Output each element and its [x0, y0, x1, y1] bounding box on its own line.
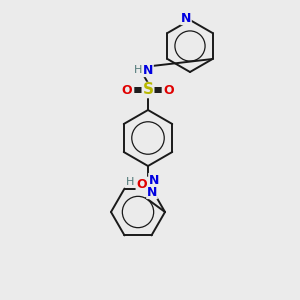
- Text: H: H: [134, 65, 142, 75]
- Text: O: O: [122, 83, 132, 97]
- Text: N: N: [147, 185, 157, 199]
- Text: N: N: [149, 173, 159, 187]
- Text: N: N: [181, 11, 191, 25]
- Text: O: O: [136, 178, 147, 191]
- Text: N: N: [143, 64, 153, 76]
- Text: H: H: [126, 177, 135, 187]
- Text: S: S: [142, 82, 154, 98]
- Text: O: O: [164, 83, 174, 97]
